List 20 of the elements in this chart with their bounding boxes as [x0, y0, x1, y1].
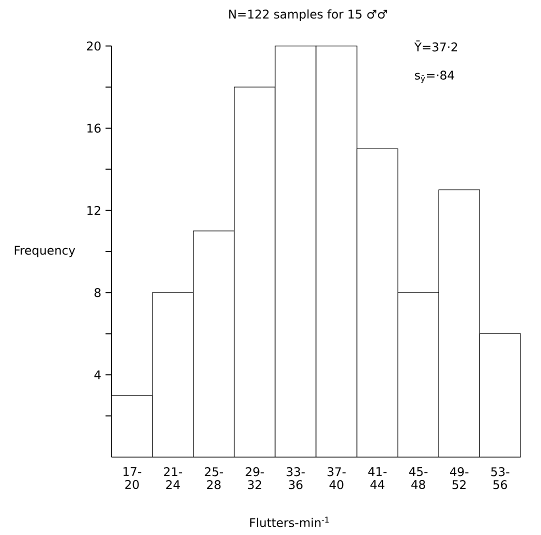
annotation: Ȳ=37·2	[414, 40, 458, 52]
y-tick-label: 16	[87, 124, 101, 133]
y-axis-title: Frequency	[14, 246, 76, 258]
y-tick-label: 12	[87, 206, 100, 215]
x-tick-label: 33- 36	[286, 467, 305, 490]
x-tick-label: 41- 44	[368, 467, 387, 489]
x-tick-label: 45- 48	[409, 467, 428, 490]
y-tick-label: 8	[94, 288, 101, 298]
y-tick-label: 20	[87, 41, 101, 51]
x-tick-label: 37- 40	[328, 467, 346, 490]
annotation: s$_{ȳ}$=·84	[414, 70, 454, 83]
x-tick-label: 17- 20	[124, 467, 142, 490]
x-tick-label: 49- 52	[450, 467, 468, 490]
x-axis-title: Flutters-min$^{-1}$	[250, 516, 329, 528]
chart-title: N=122 samples for 15 ♂♂	[229, 9, 387, 21]
y-tick-label: 4	[94, 370, 101, 380]
x-tick-label: 53- 56	[491, 467, 510, 490]
x-tick-label: 25- 28	[204, 467, 223, 490]
x-tick-label: 21- 24	[164, 467, 182, 490]
x-tick-label: 29- 32	[246, 467, 264, 490]
